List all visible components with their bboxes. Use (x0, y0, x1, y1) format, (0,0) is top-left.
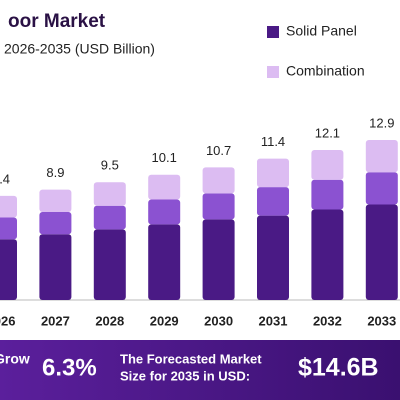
bar-segment (365, 172, 398, 205)
total-label: 8.9 (46, 165, 64, 180)
bar-segment (93, 182, 126, 206)
cagr-label: Grow (0, 351, 30, 367)
x-tick-label: 2027 (41, 313, 70, 328)
total-label: 10.7 (206, 143, 231, 158)
bar-segment (39, 234, 72, 300)
total-label: 10.1 (152, 150, 177, 165)
bar-segment (148, 224, 181, 300)
bar-segment (257, 158, 289, 188)
bar-segment (93, 205, 126, 230)
bar-segment (257, 187, 289, 216)
bar-segment (202, 167, 235, 194)
bar-segment (202, 219, 235, 300)
x-tick-label: 2033 (367, 313, 396, 328)
forecast-text: Size for 2035 in USD: (120, 368, 250, 383)
bar-segment (148, 199, 181, 225)
bar-segment (311, 209, 344, 300)
total-label: 12.1 (315, 125, 340, 140)
legend-swatch (267, 66, 279, 78)
bar-segment (0, 239, 17, 300)
forecast-value: $14.6B (298, 354, 379, 382)
x-tick-label: 2031 (259, 313, 288, 328)
forecast-text: The Forecasted Market (120, 351, 262, 366)
legend-label: Solid Panel (286, 23, 357, 39)
chart-title: oor Market (8, 11, 106, 32)
bar-segment (0, 217, 17, 240)
bar-segment (257, 215, 289, 300)
total-label: 9.5 (101, 158, 119, 173)
x-tick-label: 2029 (150, 313, 179, 328)
bar-segment (93, 229, 126, 300)
x-tick-label: 2028 (95, 313, 124, 328)
total-label: 8.4 (0, 171, 10, 186)
bar-segment (148, 174, 181, 200)
bar-segment (39, 189, 72, 212)
bar-segment (365, 140, 398, 173)
bar-segment (365, 204, 398, 300)
x-tick-label: 2030 (204, 313, 233, 328)
bar-segment (39, 211, 72, 235)
bar-segment (311, 179, 344, 210)
banner (0, 340, 400, 400)
x-tick-label: 2032 (313, 313, 342, 328)
bar-segment (0, 195, 17, 218)
x-tick-label: 2026 (0, 313, 15, 328)
total-label: 11.4 (261, 134, 285, 149)
total-label: 12.9 (369, 115, 394, 130)
legend-label: Combination (286, 63, 365, 79)
legend-swatch (267, 26, 279, 38)
cagr-value: 6.3% (42, 354, 97, 381)
bar-segment (311, 149, 344, 180)
bar-segment (202, 193, 235, 220)
chart-subtitle: 2026-2035 (USD Billion) (4, 41, 155, 57)
